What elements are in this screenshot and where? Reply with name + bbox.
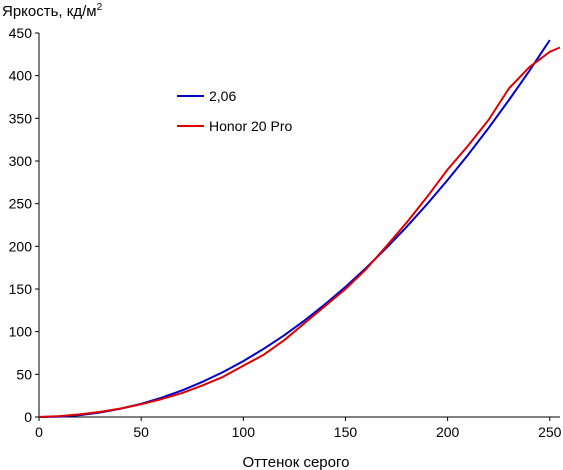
plot-area: 0 50 100 150 200 250 300 350 400 450 0 50 100 150 200 2… <box>9 25 562 440</box>
legend-label-1: 2,06 <box>209 88 236 104</box>
y-axis-title: Яркость, кд/м2 <box>2 2 103 20</box>
x-axis-title: Оттенок серого <box>243 454 350 470</box>
y-tick-label: 100 <box>9 324 33 340</box>
y-tick-label: 450 <box>9 25 33 41</box>
y-axis-title-superscript: 2 <box>97 2 103 13</box>
y-tick-label: 0 <box>24 409 32 425</box>
legend-label-2: Honor 20 Pro <box>209 118 292 134</box>
y-tick-label: 200 <box>9 238 33 254</box>
y-tick-label: 150 <box>9 281 33 297</box>
series-line-2 <box>38 46 561 418</box>
series-line-1 <box>38 39 551 418</box>
x-tick-label: 0 <box>35 424 43 440</box>
x-tick-label: 200 <box>436 424 460 440</box>
x-tick-label: 250 <box>538 424 562 440</box>
y-tick-label: 50 <box>16 366 32 382</box>
y-axis-title-text: Яркость, кд/м <box>2 3 97 20</box>
y-tick-label: 300 <box>9 153 33 169</box>
y-tick-label: 350 <box>9 110 33 126</box>
y-tick-label: 250 <box>9 196 33 212</box>
x-tick-label: 100 <box>232 424 256 440</box>
y-tick-label: 400 <box>9 68 33 84</box>
x-tick-label: 150 <box>334 424 358 440</box>
x-tick-label: 50 <box>133 424 149 440</box>
